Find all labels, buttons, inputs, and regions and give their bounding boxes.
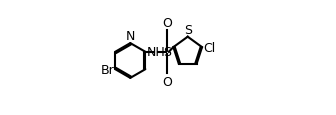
Text: S: S (184, 24, 192, 37)
Text: Br: Br (100, 63, 114, 76)
Text: Cl: Cl (203, 41, 215, 54)
Text: O: O (163, 75, 172, 88)
Text: N: N (126, 30, 135, 43)
Text: S: S (163, 46, 171, 59)
Text: NH: NH (146, 46, 165, 59)
Text: O: O (163, 16, 172, 29)
